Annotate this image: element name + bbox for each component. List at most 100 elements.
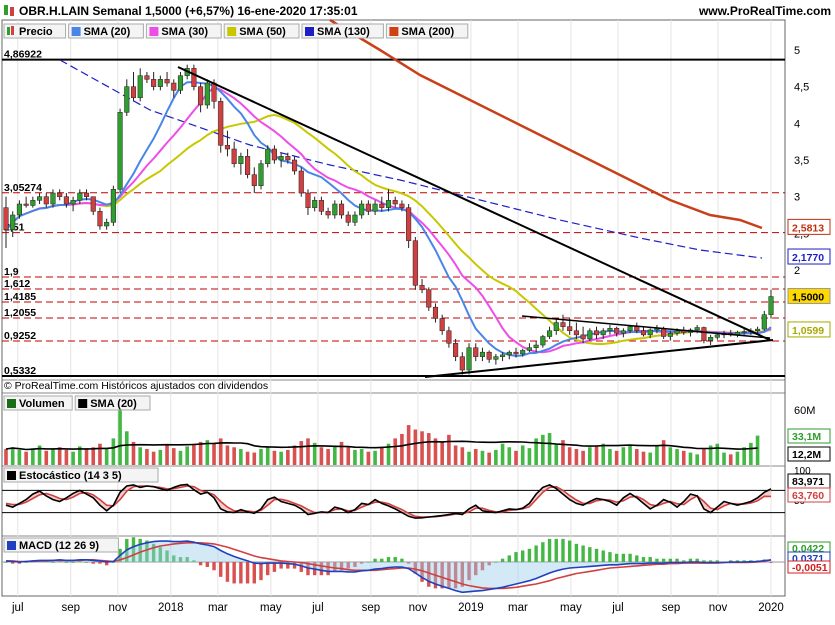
candle-body	[533, 344, 539, 348]
volume-bar	[487, 452, 491, 465]
stoch-tag: 63,760	[792, 490, 824, 502]
candle-body	[204, 82, 210, 106]
volume-bar	[205, 440, 210, 465]
candle-body	[90, 196, 96, 212]
candle-body	[191, 68, 197, 87]
x-tick-label: nov	[709, 602, 728, 614]
candle-body	[171, 82, 177, 91]
volume-bar	[594, 445, 599, 465]
x-tick-label: nov	[109, 602, 128, 614]
x-tick-label: 2018	[158, 602, 184, 614]
legend-item	[74, 395, 151, 411]
candle-body	[708, 337, 714, 341]
legend-item	[385, 23, 469, 39]
macd-hist-bar	[259, 562, 263, 581]
macd-hist-bar	[198, 562, 203, 566]
candle-body	[493, 356, 499, 360]
candle-body	[634, 326, 640, 332]
volume-bar	[581, 450, 585, 465]
candle-body	[265, 148, 271, 164]
volume-bar	[24, 451, 28, 465]
volume-bar	[104, 448, 109, 465]
legend-label: SMA (20)	[84, 26, 131, 38]
macd-hist-bar	[554, 538, 558, 562]
macd-hist-bar	[339, 562, 344, 571]
volume-sma-line	[5, 440, 758, 451]
macd-hist-bar	[661, 558, 666, 562]
macd-line	[5, 540, 772, 594]
volume-bar	[131, 441, 136, 465]
candle-body	[83, 192, 90, 197]
candle-body	[43, 196, 49, 205]
candle-body	[694, 327, 700, 331]
candle-body	[640, 330, 647, 336]
macd-hist-bar	[158, 547, 163, 562]
volume-bar	[64, 449, 69, 465]
price-tag-bg	[787, 321, 831, 338]
macd-hist-bar	[145, 540, 149, 562]
candle-body	[37, 196, 43, 201]
candle-body	[419, 285, 425, 291]
volume-bar	[339, 441, 344, 465]
candle-body	[674, 330, 680, 334]
legend-swatch	[7, 541, 16, 550]
candle-body	[741, 331, 747, 333]
macd-hist-bar	[708, 560, 713, 562]
legend-label: Precio	[19, 26, 53, 38]
macd-hist-bar	[668, 558, 673, 562]
candle-body	[144, 75, 150, 80]
macd-hist-bar	[366, 562, 371, 563]
macd-hist-bar	[212, 562, 216, 571]
volume-bar	[386, 443, 391, 465]
macd-hist-bar	[547, 538, 552, 562]
volume-bar	[145, 449, 149, 465]
macd-hist-bar	[447, 562, 451, 589]
candle-body	[500, 354, 506, 357]
macd-hist-bar	[467, 562, 471, 581]
volume-bar	[681, 450, 686, 465]
volume-bar	[346, 447, 351, 465]
volume-bar	[98, 443, 102, 465]
candle-body	[412, 240, 418, 286]
macd-hist-bar	[675, 558, 679, 562]
macd-hist-bar	[252, 562, 256, 584]
legend-label: Volumen	[19, 398, 65, 410]
candle-body	[506, 351, 512, 356]
macd-hist-bar	[621, 553, 626, 562]
macd-hist-bar	[232, 562, 236, 584]
candle-body	[130, 86, 137, 98]
legend-item	[3, 537, 119, 553]
volume-bar	[306, 438, 310, 465]
candle-body	[647, 329, 653, 336]
macd-hist-bar	[614, 553, 619, 562]
level-label: 1,2055	[4, 307, 36, 319]
candle-body	[600, 330, 606, 336]
candle-body	[385, 200, 392, 208]
macd-hist-bar	[98, 562, 102, 564]
macd-hist-bar	[695, 558, 699, 562]
volume-bar	[494, 449, 498, 465]
macd-tag-bg	[787, 560, 831, 574]
volume-bar	[500, 443, 505, 465]
macd-hist-bar	[500, 558, 505, 562]
trendline-mid	[521, 315, 771, 339]
candle-body	[426, 289, 432, 308]
macd-hist-bar	[71, 562, 75, 563]
macd-hist-bar	[715, 560, 720, 562]
volume-bar	[648, 452, 653, 465]
macd-hist-bar	[641, 557, 646, 562]
candle-body	[70, 200, 76, 205]
volume-bar	[185, 446, 189, 465]
macd-hist-bar	[682, 560, 686, 562]
x-tick-label: 2019	[458, 602, 484, 614]
macd-hist-bar	[286, 562, 290, 569]
macd-hist-bar	[279, 562, 283, 569]
candle-body	[466, 347, 472, 371]
volume-bar	[473, 449, 478, 465]
macd-hist-bar	[567, 540, 572, 562]
volume-bar	[668, 447, 673, 465]
volume-bar	[634, 449, 639, 465]
candle-body	[526, 347, 532, 351]
volume-bar	[292, 445, 297, 465]
candle-body	[446, 330, 452, 344]
